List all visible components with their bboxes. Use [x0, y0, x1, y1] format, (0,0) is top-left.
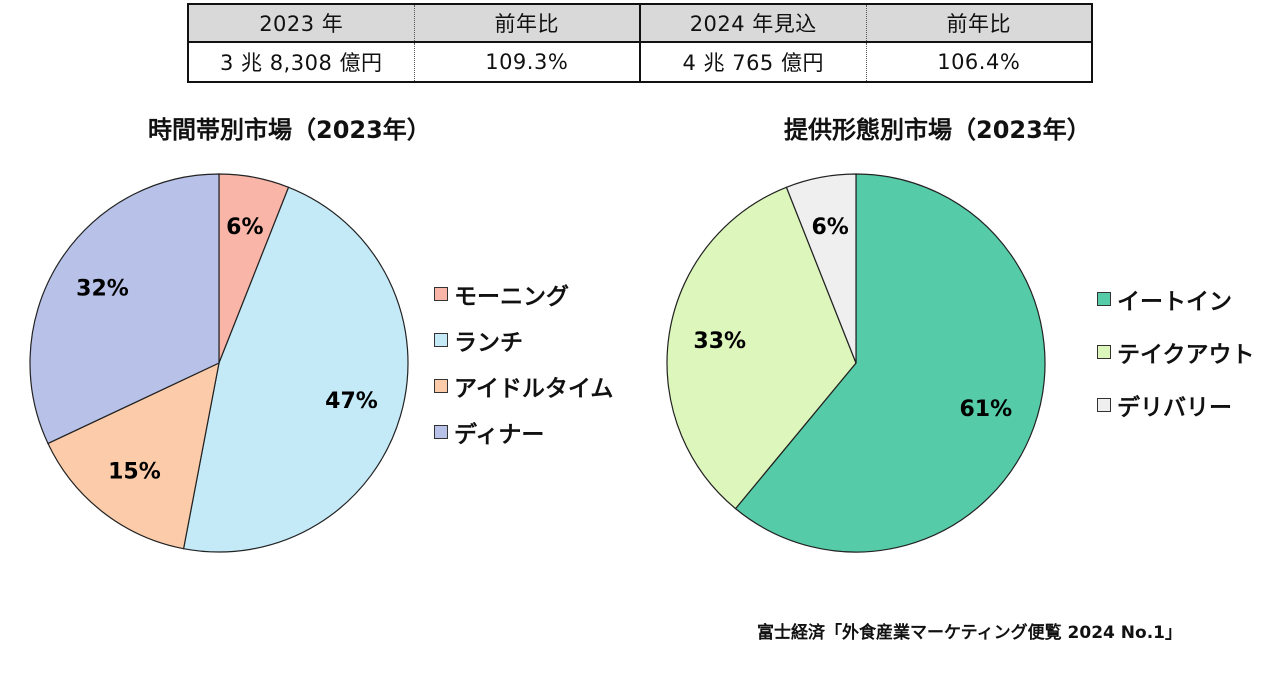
source-note: 富士経済「外食産業マーケティング便覧 2024 No.1」 [757, 623, 1182, 643]
slice-label: 33% [693, 329, 746, 354]
header-2024-forecast: 2024 年見込 [639, 3, 867, 43]
legend-swatch [434, 287, 448, 301]
slice-label: 61% [959, 397, 1012, 422]
summary-value-row: 3 兆 8,308 億円 109.3% 4 兆 765 億円 106.4% [187, 41, 1093, 83]
value-2023: 3 兆 8,308 億円 [187, 41, 415, 83]
pie-slice [47, 361, 220, 550]
value-2024-forecast: 4 兆 765 億円 [639, 41, 867, 83]
pie-slice [666, 186, 857, 510]
value-yoy-2023: 109.3% [413, 41, 641, 83]
legend-label: アイドルタイム [454, 376, 614, 402]
legend-label: ディナー [454, 422, 545, 448]
legend-label: ランチ [454, 330, 523, 356]
slice-label: 32% [76, 277, 129, 302]
slice-label: 6% [226, 215, 263, 240]
slice-label: 15% [108, 460, 161, 485]
header-yoy-2024: 前年比 [865, 3, 1093, 43]
legend-swatch [1097, 345, 1111, 359]
summary-table: 2023 年 前年比 2024 年見込 前年比 3 兆 8,308 億円 109… [187, 3, 1093, 83]
chart-title-service-format: 提供形態別市場（2023年） [784, 116, 1091, 144]
pie-chart-time-band: 6% 47% 15% 32% [29, 173, 409, 553]
summary-header-row: 2023 年 前年比 2024 年見込 前年比 [187, 3, 1093, 43]
pie-slice [734, 173, 1046, 553]
legend-item: テイクアウト [1097, 339, 1255, 368]
legend-label: テイクアウト [1117, 342, 1255, 368]
pie-slice [29, 173, 220, 445]
legend-item: イートイン [1097, 286, 1232, 315]
header-2023: 2023 年 [187, 3, 415, 43]
header-yoy-2023: 前年比 [413, 3, 641, 43]
pie-chart-service-format: 61% 33% 6% [666, 173, 1046, 553]
pie-slice [785, 173, 857, 364]
slice-label: 47% [325, 389, 378, 414]
slice-label: 6% [811, 215, 848, 240]
pie-slice [182, 186, 409, 553]
chart-title-time-band: 時間帯別市場（2023年） [148, 116, 431, 144]
legend-item: ランチ [434, 327, 523, 356]
value-yoy-2024: 106.4% [865, 41, 1093, 83]
legend-swatch [1097, 292, 1111, 306]
legend-swatch [434, 379, 448, 393]
legend-item: ディナー [434, 419, 544, 448]
legend-label: モーニング [454, 284, 569, 310]
legend-item: アイドルタイム [434, 373, 613, 402]
legend-swatch [434, 333, 448, 347]
legend-item: モーニング [434, 281, 569, 310]
legend-swatch [434, 425, 448, 439]
legend-swatch [1097, 398, 1111, 412]
legend-label: イートイン [1117, 289, 1232, 315]
legend-item: デリバリー [1097, 392, 1232, 421]
legend-label: デリバリー [1117, 395, 1232, 421]
